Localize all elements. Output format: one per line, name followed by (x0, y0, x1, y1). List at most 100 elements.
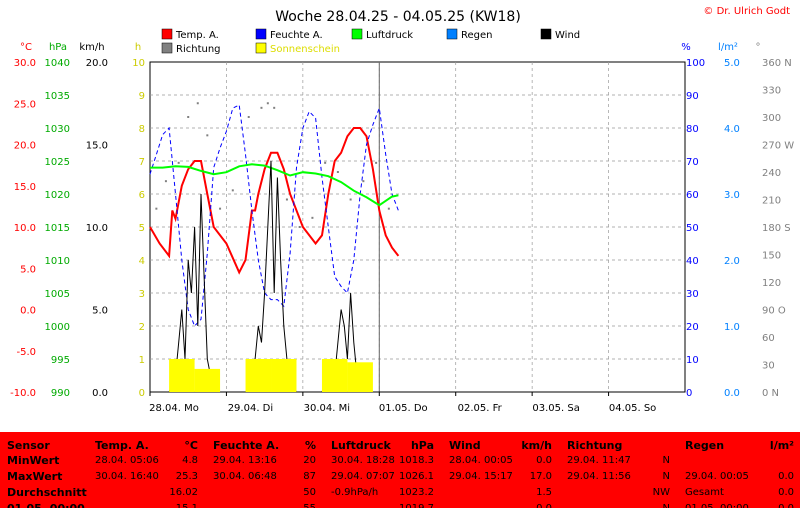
series-line-0 (149, 127, 400, 275)
x-tick-label-5: 03.05. Sa (532, 403, 579, 414)
dir-point-15 (324, 161, 327, 164)
stats-header: Feuchte A. (213, 439, 280, 452)
sun-bar-3 (271, 359, 297, 392)
stats-row-label: 29.04. 11:47 (567, 455, 631, 466)
chart-title: Woche 28.04.25 - 04.05.25 (KW18) (275, 9, 521, 25)
temp-tick-4: 10.0 (14, 223, 36, 234)
legend: Temp. A. Feuchte A. Luftdruck Regen Wind Rich… (161, 28, 580, 55)
temp-tick-5: 5.0 (20, 264, 36, 275)
wind-tick-1: 15.0 (86, 141, 108, 152)
sun-tick-4: 6 (139, 190, 145, 201)
dir-point-1 (164, 180, 167, 183)
dir-tick-0: 360 N (762, 58, 792, 69)
legend-label-2: Luftdruck (366, 30, 413, 41)
x-tick-label-6: 04.05. So (609, 403, 656, 414)
legend-label-6: Sonnenschein (270, 44, 340, 55)
sun-tick-8: 2 (139, 322, 145, 333)
stats-unit: % (304, 439, 316, 452)
dir-point-11 (273, 106, 276, 109)
stats-row-label: MinWert (7, 454, 60, 467)
dir-tick-9: 90 O (762, 306, 786, 317)
pressure-tick-10: 990 (51, 388, 70, 399)
stats-value: 25.3 (175, 471, 198, 482)
stats-table: Sensor MinWert MaxWert Durchschnitt 01.05. 0… (0, 432, 800, 508)
unit-wind: km/h (79, 42, 104, 53)
series-line-3 (150, 160, 399, 393)
legend-label-1: Feuchte A. (270, 30, 323, 41)
legend-swatch-0 (161, 28, 173, 40)
rain-tick-3: 2.0 (724, 256, 740, 267)
sun-tick-3: 7 (139, 157, 145, 168)
stats-value: 87 (303, 471, 316, 482)
sun-tick-6: 4 (139, 256, 145, 267)
stats-column-1: Temp. A. °C 28.04. 05:06 4.8 30.04. 16:40 25.… (88, 432, 204, 508)
legend-swatch-3 (446, 28, 458, 40)
stats-value: 17.0 (529, 471, 552, 482)
stats-unit: hPa (410, 439, 434, 452)
humidity-tick-6: 40 (686, 256, 699, 267)
pressure-tick-8: 1000 (45, 322, 70, 333)
unit-temp: °C (20, 42, 32, 53)
rain-tick-4: 1.0 (724, 322, 740, 333)
stats-row-label: 29.04. 07:07 (331, 471, 395, 482)
dir-point-12 (285, 198, 288, 201)
dir-point-16 (336, 171, 339, 173)
stats-header: Temp. A. (95, 439, 149, 452)
stats-row-label: Gesamt (685, 487, 724, 498)
dir-point-2 (177, 161, 180, 164)
stats-value: 50 (303, 487, 316, 498)
stats-column-3: Luftdruck hPa 30.04. 18:28 1018.3 29.04. 07:… (324, 432, 440, 508)
dir-point-4 (196, 102, 199, 105)
dir-point-14 (311, 216, 314, 219)
series-line-1 (149, 104, 399, 327)
x-tick-label-0: 28.04. Mo (149, 403, 199, 414)
dir-tick-2: 300 (762, 113, 781, 124)
sun-bar-1 (194, 368, 221, 392)
series-3 (150, 160, 399, 393)
series-line-2 (150, 163, 399, 207)
stats-value: 0.0 (778, 471, 794, 482)
stats-value: 15.1 (176, 502, 198, 508)
pressure-tick-9: 995 (51, 355, 70, 366)
sun-tick-9: 1 (139, 355, 145, 366)
stats-row-label: 30.04. 06:48 (213, 471, 277, 482)
series-0 (149, 127, 400, 275)
stats-row-label: 30.04. 18:28 (331, 455, 395, 466)
x-tick-label-3: 01.05. Do (379, 403, 428, 414)
stats-header: Regen (685, 439, 725, 452)
stats-value: 20 (303, 455, 316, 466)
stats-header: Luftdruck (331, 439, 391, 452)
stats-header: Richtung (567, 439, 623, 452)
stats-unit: °C (184, 439, 198, 452)
dir-tick-8: 120 (762, 278, 781, 289)
unit-pressure: hPa (49, 42, 67, 53)
axis-ticks: 30.025.020.015.010.05.00.0-5.0-10.010401… (10, 58, 794, 399)
humidity-tick-7: 30 (686, 289, 699, 300)
sun-tick-0: 10 (132, 58, 145, 69)
dir-point-17 (349, 198, 352, 201)
stats-row-label: 01.05. 00:00 (685, 502, 749, 508)
weather-chart: Woche 28.04.25 - 04.05.25 (KW18) © Dr. U… (10, 6, 794, 414)
pressure-tick-2: 1030 (45, 124, 70, 135)
stats-header: Sensor (7, 439, 50, 452)
dir-point-19 (375, 161, 378, 164)
stats-row-label: -0.9hPa/h (331, 487, 379, 498)
stats-column-4: Wind km/h 28.04. 00:05 0.0 29.04. 15:17 17.0 1… (442, 432, 558, 508)
dir-point-0 (155, 207, 158, 210)
rain-tick-5: 0.0 (724, 388, 740, 399)
stats-row-label: 28.04. 00:05 (449, 455, 513, 466)
stats-value: 16.02 (169, 487, 198, 498)
stats-row-label: 29.04. 11:56 (567, 471, 631, 482)
dir-point-20 (387, 207, 390, 210)
legend-swatch-2 (351, 28, 363, 40)
legend-swatch-1 (255, 28, 267, 40)
stats-row-label: 29.04. 00:05 (685, 471, 749, 482)
series-4 (155, 102, 390, 228)
stats-value: 0.0 (536, 502, 552, 508)
rain-tick-1: 4.0 (724, 124, 740, 135)
sun-tick-1: 9 (139, 91, 145, 102)
sun-bar-5 (347, 362, 373, 392)
dir-point-5 (206, 134, 209, 137)
stats-value: 1023.2 (399, 487, 434, 498)
x-tick-label-2: 30.04. Mi (304, 403, 350, 414)
